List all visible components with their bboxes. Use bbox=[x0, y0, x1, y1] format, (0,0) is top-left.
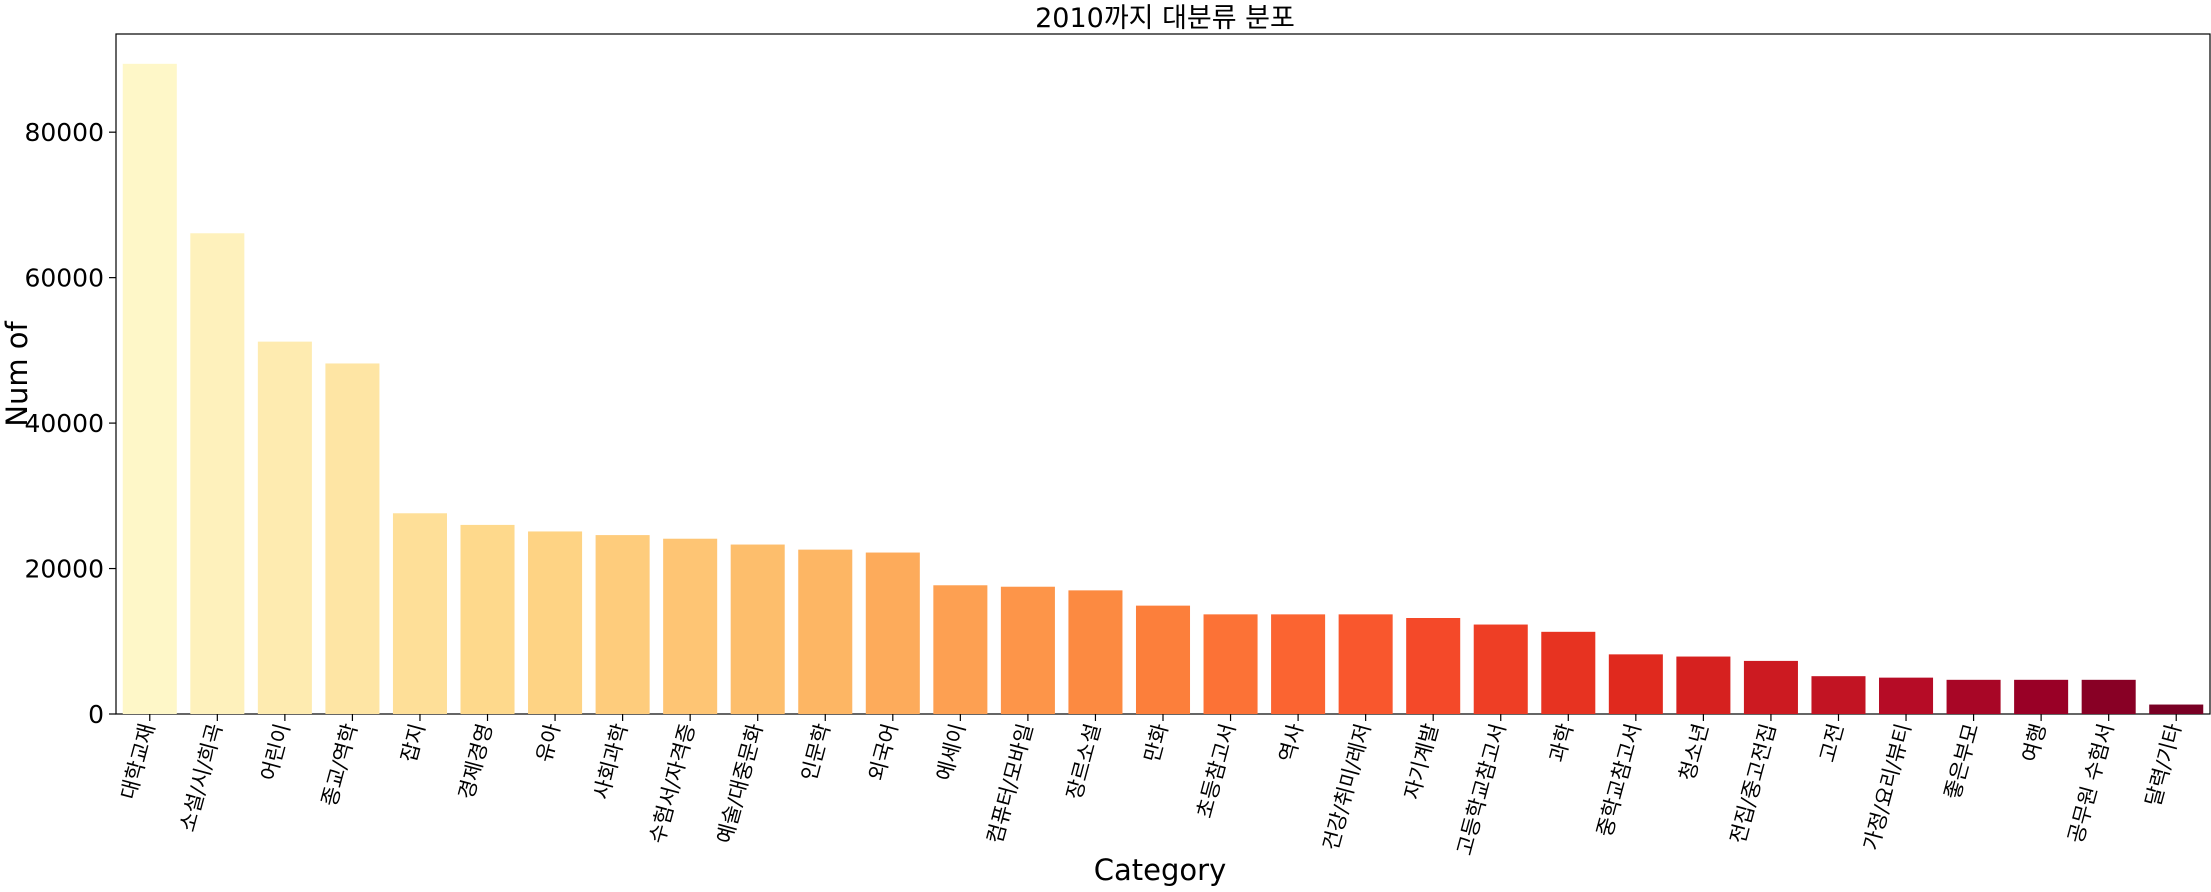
bar-12 bbox=[865, 552, 920, 714]
x-tick-label-26: 고전 bbox=[1815, 721, 1848, 765]
bar-16 bbox=[1135, 605, 1191, 714]
x-tick-label-11: 인문학 bbox=[797, 721, 835, 783]
x-tick-label-13: 에세이 bbox=[932, 721, 970, 783]
bar-26 bbox=[1811, 676, 1866, 714]
x-tick-label-12: 외국어 bbox=[864, 721, 902, 783]
bar-2 bbox=[190, 233, 245, 715]
x-tick-label-28: 좋은부모 bbox=[1940, 721, 1983, 802]
x-tick-label-31: 달력/기타 bbox=[2141, 721, 2186, 809]
x-tick-label-23: 중학교참고서 bbox=[1592, 721, 1645, 839]
bar-28 bbox=[1946, 679, 2001, 714]
bar-19 bbox=[1338, 614, 1393, 714]
x-tick-label-9: 수험서/자격증 bbox=[645, 721, 700, 846]
y-tick-label-1: 0 bbox=[88, 700, 104, 729]
x-tick-label-25: 전집/중고전집 bbox=[1726, 721, 1781, 846]
x-tick-label-3: 어린이 bbox=[257, 721, 295, 783]
bar-6 bbox=[460, 524, 515, 714]
x-tick-label-30: 공무원 수험서 bbox=[2064, 721, 2119, 846]
y-tick-label-2: 20000 bbox=[24, 555, 104, 584]
bar-24 bbox=[1676, 656, 1731, 714]
bar-1 bbox=[122, 63, 177, 715]
bar-25 bbox=[1743, 660, 1798, 714]
bar-5 bbox=[392, 513, 447, 714]
bar-14 bbox=[1000, 586, 1055, 714]
x-tick-label-6: 경제경영 bbox=[454, 721, 497, 802]
x-tick-label-27: 가정/요리/뷰티 bbox=[1859, 721, 1916, 853]
bar-8 bbox=[595, 535, 650, 714]
x-tick-label-1: 대학교재 bbox=[116, 721, 159, 802]
x-tick-label-17: 초등참고서 bbox=[1192, 721, 1240, 821]
x-axis: 대학교재 소설/시/희곡 어린이 종교/역학 잡지 경제경영 유아 사회과학 수험서/자격증 예술… bbox=[116, 714, 2186, 858]
x-tick-label-5: 잡지 bbox=[397, 721, 430, 765]
y-axis: 0 20000 40000 60000 80000 bbox=[24, 118, 116, 729]
x-tick-label-16: 만화 bbox=[1140, 721, 1173, 765]
x-tick-label-10: 예술/대중문화 bbox=[713, 721, 768, 846]
bar-10 bbox=[730, 544, 785, 714]
x-tick-label-8: 사회과학 bbox=[589, 721, 632, 802]
x-axis-label: Category bbox=[1094, 853, 1226, 887]
bar-3 bbox=[257, 341, 312, 714]
x-tick-label-24: 청소년 bbox=[1675, 721, 1713, 783]
bar-20 bbox=[1406, 618, 1461, 714]
bars-group bbox=[122, 63, 2204, 715]
x-tick-label-22: 과학 bbox=[1545, 721, 1578, 765]
bar-18 bbox=[1271, 614, 1326, 714]
bar-9 bbox=[663, 538, 718, 714]
x-tick-label-19: 건강/취미/레저 bbox=[1319, 721, 1376, 853]
x-tick-label-29: 여행 bbox=[2018, 721, 2051, 765]
y-tick-label-3: 40000 bbox=[24, 409, 104, 438]
bar-17 bbox=[1203, 614, 1258, 714]
x-tick-label-14: 컴퓨터/모바일 bbox=[983, 721, 1038, 846]
x-tick-label-7: 유아 bbox=[532, 721, 565, 765]
bar-22 bbox=[1541, 631, 1596, 714]
bar-4 bbox=[325, 363, 380, 714]
bar-27 bbox=[1879, 677, 1934, 714]
chart-title: 2010까지 대분류 분포 bbox=[1035, 3, 1295, 34]
bar-15 bbox=[1068, 590, 1123, 714]
x-tick-label-4: 종교/역학 bbox=[317, 721, 362, 809]
x-tick-label-21: 고등학교참고서 bbox=[1452, 721, 1510, 858]
y-axis-label: Num of bbox=[0, 320, 34, 426]
bar-31 bbox=[2149, 704, 2204, 714]
x-tick-label-2: 소설/시/희곡 bbox=[175, 721, 227, 834]
bar-23 bbox=[1608, 654, 1663, 714]
bar-11 bbox=[798, 549, 853, 714]
bar-30 bbox=[2081, 679, 2136, 714]
x-tick-label-20: 자기계발 bbox=[1400, 721, 1443, 802]
y-tick-label-5: 80000 bbox=[24, 118, 104, 147]
x-tick-label-18: 역사 bbox=[1275, 721, 1308, 765]
y-tick-label-4: 60000 bbox=[24, 264, 104, 293]
bar-21 bbox=[1473, 624, 1528, 714]
x-tick-label-15: 장르소설 bbox=[1062, 721, 1105, 802]
bar-29 bbox=[2014, 679, 2069, 714]
bar-7 bbox=[528, 531, 583, 714]
bar-13 bbox=[933, 585, 988, 714]
